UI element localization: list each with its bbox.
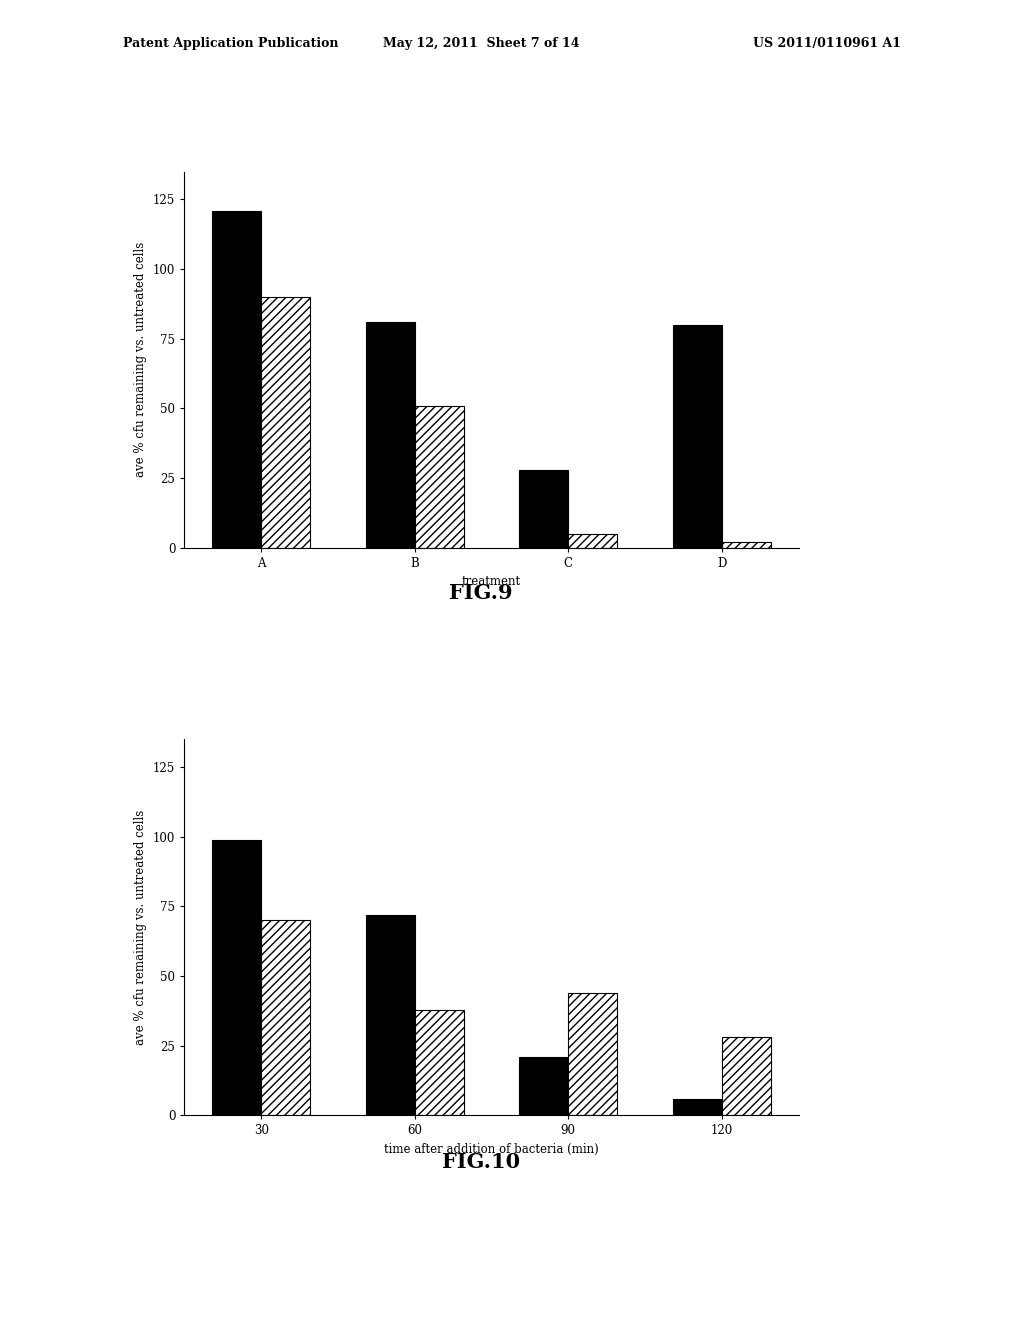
X-axis label: time after addition of bacteria (min): time after addition of bacteria (min) [384, 1143, 599, 1156]
Text: May 12, 2011  Sheet 7 of 14: May 12, 2011 Sheet 7 of 14 [383, 37, 580, 50]
Bar [519, 470, 568, 548]
Bar [722, 1038, 771, 1115]
Bar [366, 322, 415, 548]
Bar [568, 533, 617, 548]
Text: FIG.10: FIG.10 [442, 1152, 520, 1172]
Bar [212, 840, 261, 1115]
Text: Patent Application Publication: Patent Application Publication [123, 37, 338, 50]
Text: FIG.9: FIG.9 [450, 583, 513, 603]
Bar [673, 1098, 722, 1115]
Bar [415, 405, 464, 548]
Text: US 2011/0110961 A1: US 2011/0110961 A1 [753, 37, 901, 50]
Y-axis label: ave % cfu remaining vs. untreated cells: ave % cfu remaining vs. untreated cells [134, 242, 147, 478]
Bar [261, 920, 310, 1115]
Bar [519, 1057, 568, 1115]
Bar [722, 543, 771, 548]
Bar [568, 993, 617, 1115]
X-axis label: treatment: treatment [462, 576, 521, 589]
Bar [415, 1010, 464, 1115]
Y-axis label: ave % cfu remaining vs. untreated cells: ave % cfu remaining vs. untreated cells [134, 809, 147, 1045]
Bar [261, 297, 310, 548]
Bar [673, 325, 722, 548]
Bar [366, 915, 415, 1115]
Bar [212, 211, 261, 548]
